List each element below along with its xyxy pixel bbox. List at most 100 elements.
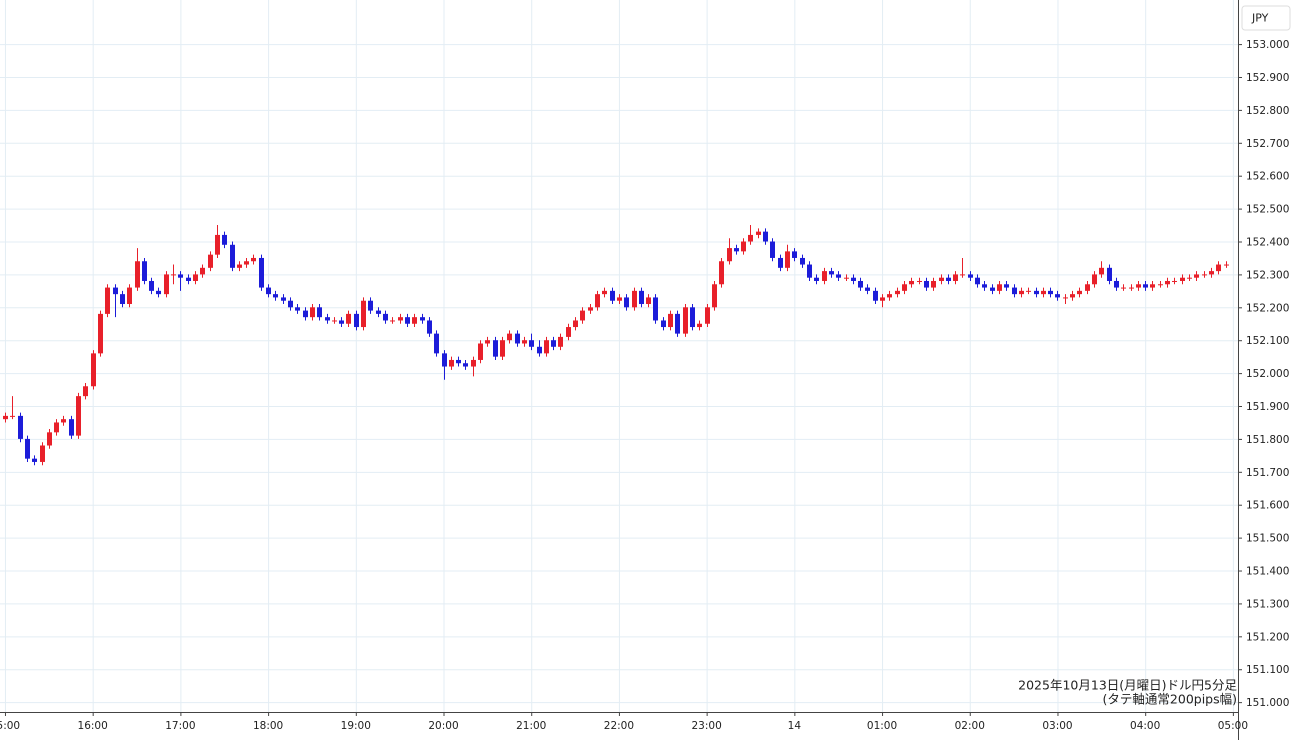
candle-body [3, 415, 8, 420]
candle-body [156, 290, 161, 295]
y-tick-label: 151.900 [1246, 401, 1289, 413]
y-tick-label: 152.400 [1246, 237, 1289, 249]
candle-body [982, 284, 987, 288]
candle-body [427, 320, 432, 334]
candle-body [186, 277, 191, 281]
candle-body [1077, 290, 1082, 295]
candle-body [770, 241, 775, 258]
candle-body [887, 294, 892, 298]
candle-body [858, 280, 863, 288]
candle-body [924, 280, 929, 288]
candle-body [683, 307, 688, 334]
candle-body [1070, 294, 1075, 298]
candle-body [602, 290, 607, 295]
y-tick-label: 151.700 [1246, 467, 1289, 479]
candle-body [456, 359, 461, 364]
candle-body [705, 307, 710, 324]
candle-body [83, 386, 88, 397]
candle-body [727, 248, 732, 262]
candle-body [917, 280, 922, 282]
candle-body [149, 280, 154, 291]
candle-body [873, 290, 878, 301]
candle-body [1209, 271, 1214, 275]
x-tick-label: 18:00 [253, 720, 283, 732]
candle-body [1034, 290, 1039, 295]
candle-body [32, 458, 37, 462]
candle-body [1012, 287, 1017, 295]
candle-body [1202, 274, 1207, 276]
candle-body [1107, 267, 1112, 281]
candle-body [178, 274, 183, 278]
candle-body [200, 267, 205, 275]
candle-body [595, 294, 600, 308]
candle-body [295, 307, 300, 311]
x-tick-label: 02:00 [955, 720, 985, 732]
candle-body [1004, 284, 1009, 288]
candle-body [237, 264, 242, 268]
candle-body [368, 300, 373, 311]
candle-body [420, 317, 425, 321]
candle-body [1019, 290, 1024, 295]
candle-body [1187, 277, 1192, 279]
candle-body [471, 359, 476, 367]
candle-body [997, 284, 1002, 291]
candle-body [544, 340, 549, 354]
candle-body [865, 287, 870, 291]
candle-body [690, 307, 695, 328]
candle-body [1041, 290, 1046, 295]
candle-body [1063, 297, 1068, 299]
candle-body [1055, 294, 1060, 298]
x-tick-label: 15:00 [0, 720, 20, 732]
x-tick-label: 03:00 [1042, 720, 1072, 732]
candle-body [646, 297, 651, 305]
x-tick-label: 21:00 [516, 720, 546, 732]
candle-body [617, 297, 622, 301]
candle-body [47, 432, 52, 446]
candle-body [712, 284, 717, 308]
y-tick-label: 151.200 [1246, 631, 1289, 643]
y-tick-label: 152.100 [1246, 335, 1289, 347]
candle-body [814, 277, 819, 281]
candle-body [442, 353, 447, 367]
candle-body [171, 274, 176, 276]
candle-body [361, 300, 366, 328]
candle-body [1158, 284, 1163, 286]
candle-body [1180, 277, 1185, 281]
y-tick-label: 152.800 [1246, 105, 1289, 117]
candle-body [259, 257, 264, 288]
y-tick-label: 152.600 [1246, 171, 1289, 183]
candle-body [975, 277, 980, 285]
candle-body [661, 320, 666, 328]
y-tick-label: 153.000 [1246, 39, 1289, 51]
y-tick-label: 152.000 [1246, 368, 1289, 380]
candle-body [1172, 280, 1177, 282]
grid [0, 0, 1238, 712]
candle-body [346, 313, 351, 324]
candle-body [719, 261, 724, 285]
candle-body [807, 264, 812, 278]
candle-body [1092, 274, 1097, 285]
y-tick-label: 151.100 [1246, 664, 1289, 676]
candle-body [1099, 267, 1104, 275]
candle-body [105, 287, 110, 314]
y-tick-label: 152.300 [1246, 269, 1289, 281]
candle-body [376, 310, 381, 314]
axis-label-box [1241, 5, 1291, 31]
candle-body [1129, 287, 1134, 289]
candle-body [946, 277, 951, 281]
candle-body [748, 234, 753, 242]
x-tick-label: 17:00 [165, 720, 195, 732]
candle-body [785, 251, 790, 268]
x-tick-label: 23:00 [692, 720, 722, 732]
candle-body [529, 340, 534, 347]
y-tick-label: 152.500 [1246, 204, 1289, 216]
candle-body [1085, 284, 1090, 291]
y-tick-label: 151.800 [1246, 434, 1289, 446]
candle-body [113, 287, 118, 295]
candle-body [990, 287, 995, 291]
candle-body [1143, 284, 1148, 288]
candle-body [405, 317, 410, 324]
candle-body [310, 307, 315, 318]
candle-body [91, 353, 96, 387]
